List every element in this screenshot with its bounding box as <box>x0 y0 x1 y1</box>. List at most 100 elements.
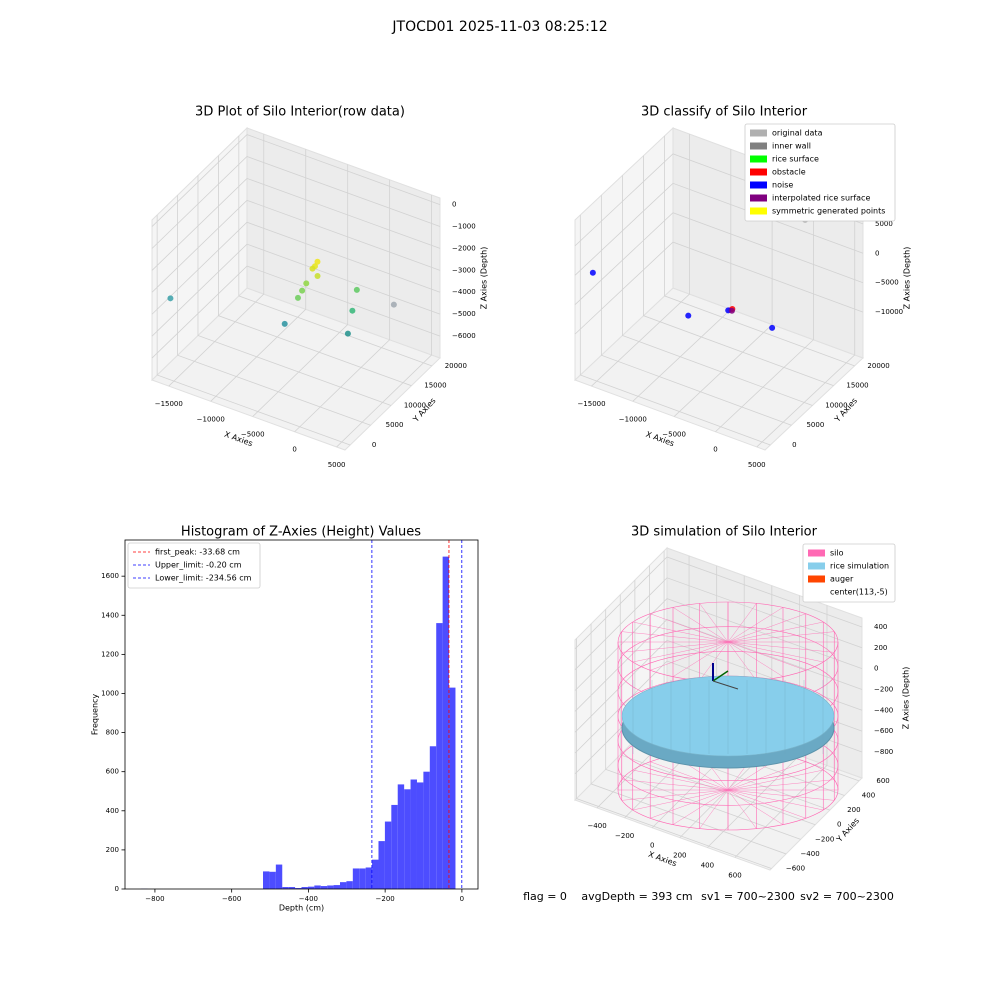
legend-label: auger <box>830 575 854 584</box>
histogram-bar <box>275 864 283 889</box>
legend-label: Lower_limit: -234.56 cm <box>155 574 252 583</box>
y-tick-label: 200 <box>847 806 860 814</box>
silo-wireframe <box>727 769 824 791</box>
grid-line <box>574 241 864 335</box>
grid-line <box>574 182 864 276</box>
y-tick-label: −600 <box>786 865 805 873</box>
data-point <box>769 324 776 331</box>
silo-wireframe <box>727 641 824 663</box>
histogram-bar <box>404 789 411 889</box>
z-tick-label: −200 <box>874 685 893 693</box>
histogram-bar <box>397 784 405 889</box>
histogram-bar <box>282 887 289 889</box>
y-tick-label: 600 <box>876 777 889 785</box>
silo-wireframe <box>621 789 729 801</box>
data-point <box>349 307 356 314</box>
grid-line <box>574 212 864 305</box>
histogram-bar <box>449 687 456 889</box>
silo-wireframe <box>727 641 835 653</box>
y-tick-label: 20000 <box>867 362 889 370</box>
data-point <box>390 301 397 308</box>
y-tick-label: 20000 <box>445 362 467 370</box>
grid-line <box>168 134 265 387</box>
z-tick-label: 0 <box>452 201 456 209</box>
z-tick-label: 200 <box>874 644 887 652</box>
histogram-bar <box>416 782 424 889</box>
y-tick-label: 400 <box>862 792 875 800</box>
histogram-bar <box>372 859 379 889</box>
grid-line <box>177 195 371 426</box>
legend-label: noise <box>772 181 793 190</box>
silo-wireframe <box>650 641 729 671</box>
x-tick-label: −600 <box>222 895 241 903</box>
data-point <box>299 287 306 294</box>
x-tick-label: 0 <box>292 446 296 454</box>
z-tick-label: −1000 <box>452 222 476 230</box>
silo-wireframe <box>727 789 757 829</box>
histogram-bar <box>359 868 366 889</box>
histogram-bar <box>339 882 347 889</box>
legend-label: original data <box>772 129 823 138</box>
footer-avgdepth: avgDepth = 393 cm <box>581 890 692 903</box>
y-tick-label: 15000 <box>846 382 868 390</box>
grid-line <box>151 243 441 337</box>
grid-line <box>643 155 834 387</box>
histogram-bar <box>295 888 302 889</box>
legend-patch <box>750 181 767 189</box>
silo-wireframe <box>699 641 729 681</box>
data-point <box>685 312 692 319</box>
silo-wireframe <box>650 761 729 791</box>
x-tick-label: −5000 <box>241 431 265 439</box>
panel-title: Histogram of Z-Axies (Height) Values <box>181 525 421 540</box>
legend-patch <box>808 588 825 596</box>
grid-line <box>151 156 441 249</box>
silo-wireframe <box>727 641 806 671</box>
grid-line <box>151 177 441 271</box>
silo-wireframe <box>727 607 784 643</box>
y-tick-label: 10000 <box>404 401 426 409</box>
y-tick-label: −200 <box>815 835 834 843</box>
legend-label: Upper_limit: -0.20 cm <box>155 561 242 570</box>
x-tick-label: 600 <box>728 871 741 879</box>
histogram-bar <box>327 885 334 889</box>
legend-label: obstacle <box>772 168 806 177</box>
x-tick-label: −10000 <box>619 415 647 423</box>
z-tick-label: −4000 <box>452 288 476 296</box>
z-tick-label: −5000 <box>452 310 476 318</box>
x-tick-label: 400 <box>701 862 714 870</box>
silo-wireframe <box>727 613 806 643</box>
silo-wireframe <box>727 761 806 791</box>
silo-wireframe <box>632 789 729 811</box>
grid-line <box>600 195 792 426</box>
grid-line <box>579 215 771 446</box>
legend-patch <box>750 207 767 215</box>
legend-patch <box>808 575 825 583</box>
z-tick-label: 0 <box>874 665 878 673</box>
legend-box <box>127 542 261 589</box>
z-tick-label: −6000 <box>452 332 476 340</box>
grid-line <box>590 623 787 855</box>
grid-line <box>576 638 772 869</box>
y-tick-label: 200 <box>106 846 119 854</box>
data-point <box>294 294 301 301</box>
y-tick-label: 1200 <box>101 650 119 658</box>
histogram-bar <box>263 871 270 889</box>
data-point <box>167 295 174 302</box>
histogram-bar <box>314 885 321 889</box>
z-tick-label: −2000 <box>452 244 476 252</box>
data-point <box>728 307 735 314</box>
grid-line <box>210 149 307 402</box>
x-tick-label: −400 <box>299 895 318 903</box>
legend-patch <box>808 549 825 557</box>
data-point <box>309 265 316 272</box>
silo-wireframe <box>650 613 729 643</box>
z-axis-label: Z Axies (Depth) <box>902 667 911 730</box>
legend-patch <box>750 194 767 202</box>
pane-back <box>246 127 441 359</box>
grid-line <box>605 609 801 840</box>
x-tick-label: 5000 <box>748 461 766 469</box>
grid-line <box>574 556 863 650</box>
x-tick-label: −400 <box>587 822 606 830</box>
z-tick-label: 5000 <box>875 220 893 228</box>
